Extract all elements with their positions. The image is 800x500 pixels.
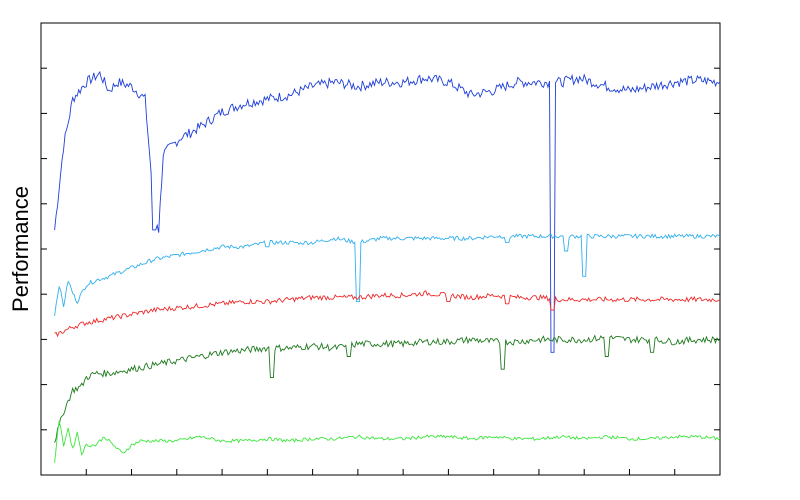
y-ticks <box>41 67 720 431</box>
series-layer <box>54 70 721 463</box>
series-line-1 <box>54 70 721 353</box>
y-axis-label: Performance <box>8 186 33 312</box>
series-line-4 <box>54 334 721 443</box>
series-line-3 <box>54 290 721 338</box>
series-line-2 <box>54 233 721 317</box>
x-ticks <box>85 469 676 475</box>
series-line-5 <box>54 420 721 463</box>
